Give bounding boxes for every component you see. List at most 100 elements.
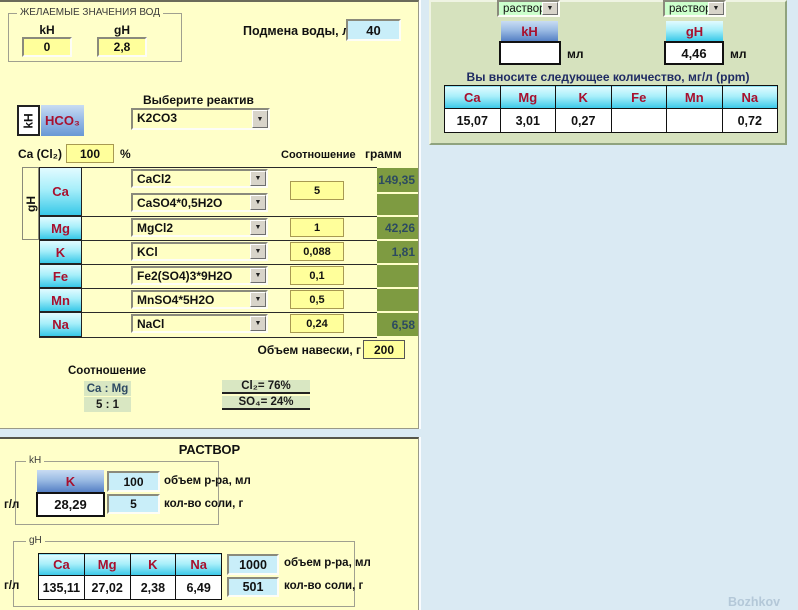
ratio-column-header: Соотношение [281,149,356,161]
dropdown-arrow-icon[interactable]: ▼ [542,2,558,15]
mg-reagent-dropdown[interactable]: MgCl2 ▼ [131,218,268,237]
ca-reagent2-value: CaSO4*0,5H2O [137,196,223,210]
dosing-kh-ml-unit: мл [567,47,584,61]
solution-gh-salt-label: кол-во соли, г [284,580,364,592]
desired-gh-input[interactable]: 2,8 [97,37,147,57]
mg-ratio-input[interactable]: 1 [290,218,344,237]
kh-solution-dropdown-value: раствор [503,3,542,15]
dropdown-arrow-icon[interactable]: ▼ [250,244,266,259]
na-reagent-dropdown[interactable]: NaCl ▼ [131,314,268,333]
solution-gh-value-mg: 27,02 [83,575,131,600]
dropdown-arrow-icon[interactable]: ▼ [250,220,266,235]
ppm-header-k: K [555,85,612,109]
mn-reagent-value: MnSO4*5H2O [137,293,215,307]
element-cell-na: Na [39,312,82,337]
ppm-header-na: Na [721,85,778,109]
element-cell-k: K [39,240,82,264]
solution-gh-volume-input[interactable]: 1000 [227,554,279,575]
gh-solution-dropdown[interactable]: раствор ▼ [663,0,726,17]
ppm-header-ca: Ca [444,85,501,109]
ratio-pair-value: 5 : 1 [84,397,131,412]
ppm-value-k: 0,27 [555,108,612,133]
solution-gh-header-mg: Mg [83,553,131,576]
solution-kh-salt-input[interactable]: 5 [107,494,160,514]
solution-kh-gl-value: 28,29 [36,492,105,517]
ppm-header-mg: Mg [499,85,556,109]
mg-reagent-value: MgCl2 [137,221,173,235]
percent-unit-label: % [120,147,131,161]
cl2-percent: Cl₂= 76% [222,380,310,394]
solution-gh-gl-label: г/л [4,580,20,592]
desired-gh-label: gH [114,23,130,37]
solution-kh-k-header: K [37,470,104,492]
solution-gh-value-k: 2,38 [129,575,177,600]
k-reagent-value: KCl [137,245,158,259]
dropdown-arrow-icon[interactable]: ▼ [250,171,266,186]
solution-kh-gl-label: г/л [4,499,20,511]
gh-group-box: gH [22,167,39,240]
dropdown-arrow-icon[interactable]: ▼ [250,292,266,307]
fe-reagent-dropdown[interactable]: Fe2(SO4)3*9H2O ▼ [131,266,268,285]
dosing-gh-ml-value: 4,46 [664,41,724,65]
ppm-value-fe [610,108,667,133]
ca-percent-label: Ca (Cl₂) [18,147,62,161]
row-divider [39,264,377,265]
k-reagent-dropdown[interactable]: KCl ▼ [131,242,268,261]
solution-gh-legend: gH [26,535,45,546]
na-reagent-value: NaCl [137,317,165,331]
gram-cell-na: 6,58 [377,313,418,336]
gram-column-header: грамм [365,147,402,161]
batch-volume-input[interactable]: 200 [363,340,405,359]
dropdown-arrow-icon[interactable]: ▼ [250,268,266,283]
fe-ratio-input[interactable]: 0,1 [290,266,344,285]
ratio-pair-label: Ca : Mg [84,381,131,396]
solution-kh-salt-label: кол-во соли, г [164,498,244,510]
ratio-summary-title: Соотношение [68,365,147,377]
solution-gh-salt-input[interactable]: 501 [227,577,279,597]
dropdown-arrow-icon[interactable]: ▼ [250,195,266,210]
batch-volume-label: Объем навески, г [257,343,361,357]
dosing-kh-header: kH [501,21,558,41]
mn-ratio-input[interactable]: 0,5 [290,290,344,309]
ppm-value-ca: 15,07 [444,108,501,133]
k-ratio-input[interactable]: 0,088 [290,242,344,261]
row-divider [39,312,377,313]
mn-reagent-dropdown[interactable]: MnSO4*5H2O ▼ [131,290,268,309]
kh-solution-dropdown[interactable]: раствор ▼ [497,0,560,17]
gram-cell-k: 1,81 [377,241,418,263]
ca-reagent1-value: CaCl2 [137,172,172,186]
dropdown-arrow-icon[interactable]: ▼ [708,2,724,15]
ppm-value-mg: 3,01 [499,108,556,133]
row-divider [39,167,377,168]
solution-gh-table: Ca Mg K Na 135,11 27,02 2,38 6,49 [38,553,222,600]
ca-percent-input[interactable]: 100 [66,144,114,163]
dropdown-arrow-icon[interactable]: ▼ [252,110,268,128]
solution-title: РАСТВОР [178,442,241,457]
solution-kh-volume-input[interactable]: 100 [107,471,160,492]
solution-gh-header-ca: Ca [38,553,85,576]
gram-cell-ca1: 149,35 [377,168,418,192]
solution-gh-header-na: Na [175,553,222,576]
kh-reagent-dropdown[interactable]: K2CO3 ▼ [131,108,270,130]
na-ratio-input[interactable]: 0,24 [290,314,344,333]
ca-reagent1-dropdown[interactable]: CaCl2 ▼ [131,169,268,188]
gram-cell-ca2 [377,194,418,215]
row-divider [39,216,377,217]
dosing-gh-ml-unit: мл [730,47,747,61]
element-cell-fe: Fe [39,264,82,288]
kh-vertical-tag: kH [17,105,40,136]
ppm-header-fe: Fe [610,85,667,109]
ca-reagent2-dropdown[interactable]: CaSO4*0,5H2O ▼ [131,193,268,212]
desired-kh-input[interactable]: 0 [22,37,72,57]
gram-cell-fe [377,265,418,287]
dropdown-arrow-icon[interactable]: ▼ [250,316,266,331]
row-divider [39,288,377,289]
element-cell-mn: Mn [39,288,82,312]
solution-gh-value-na: 6,49 [175,575,222,600]
solution-kh-legend: kH [26,455,45,466]
ca-ratio-input[interactable]: 5 [290,181,344,200]
reagent-picker-label: Выберите реактив [143,93,254,107]
row-divider [39,240,377,241]
solution-gh-header-k: K [129,553,177,576]
water-change-input[interactable]: 40 [346,19,401,41]
